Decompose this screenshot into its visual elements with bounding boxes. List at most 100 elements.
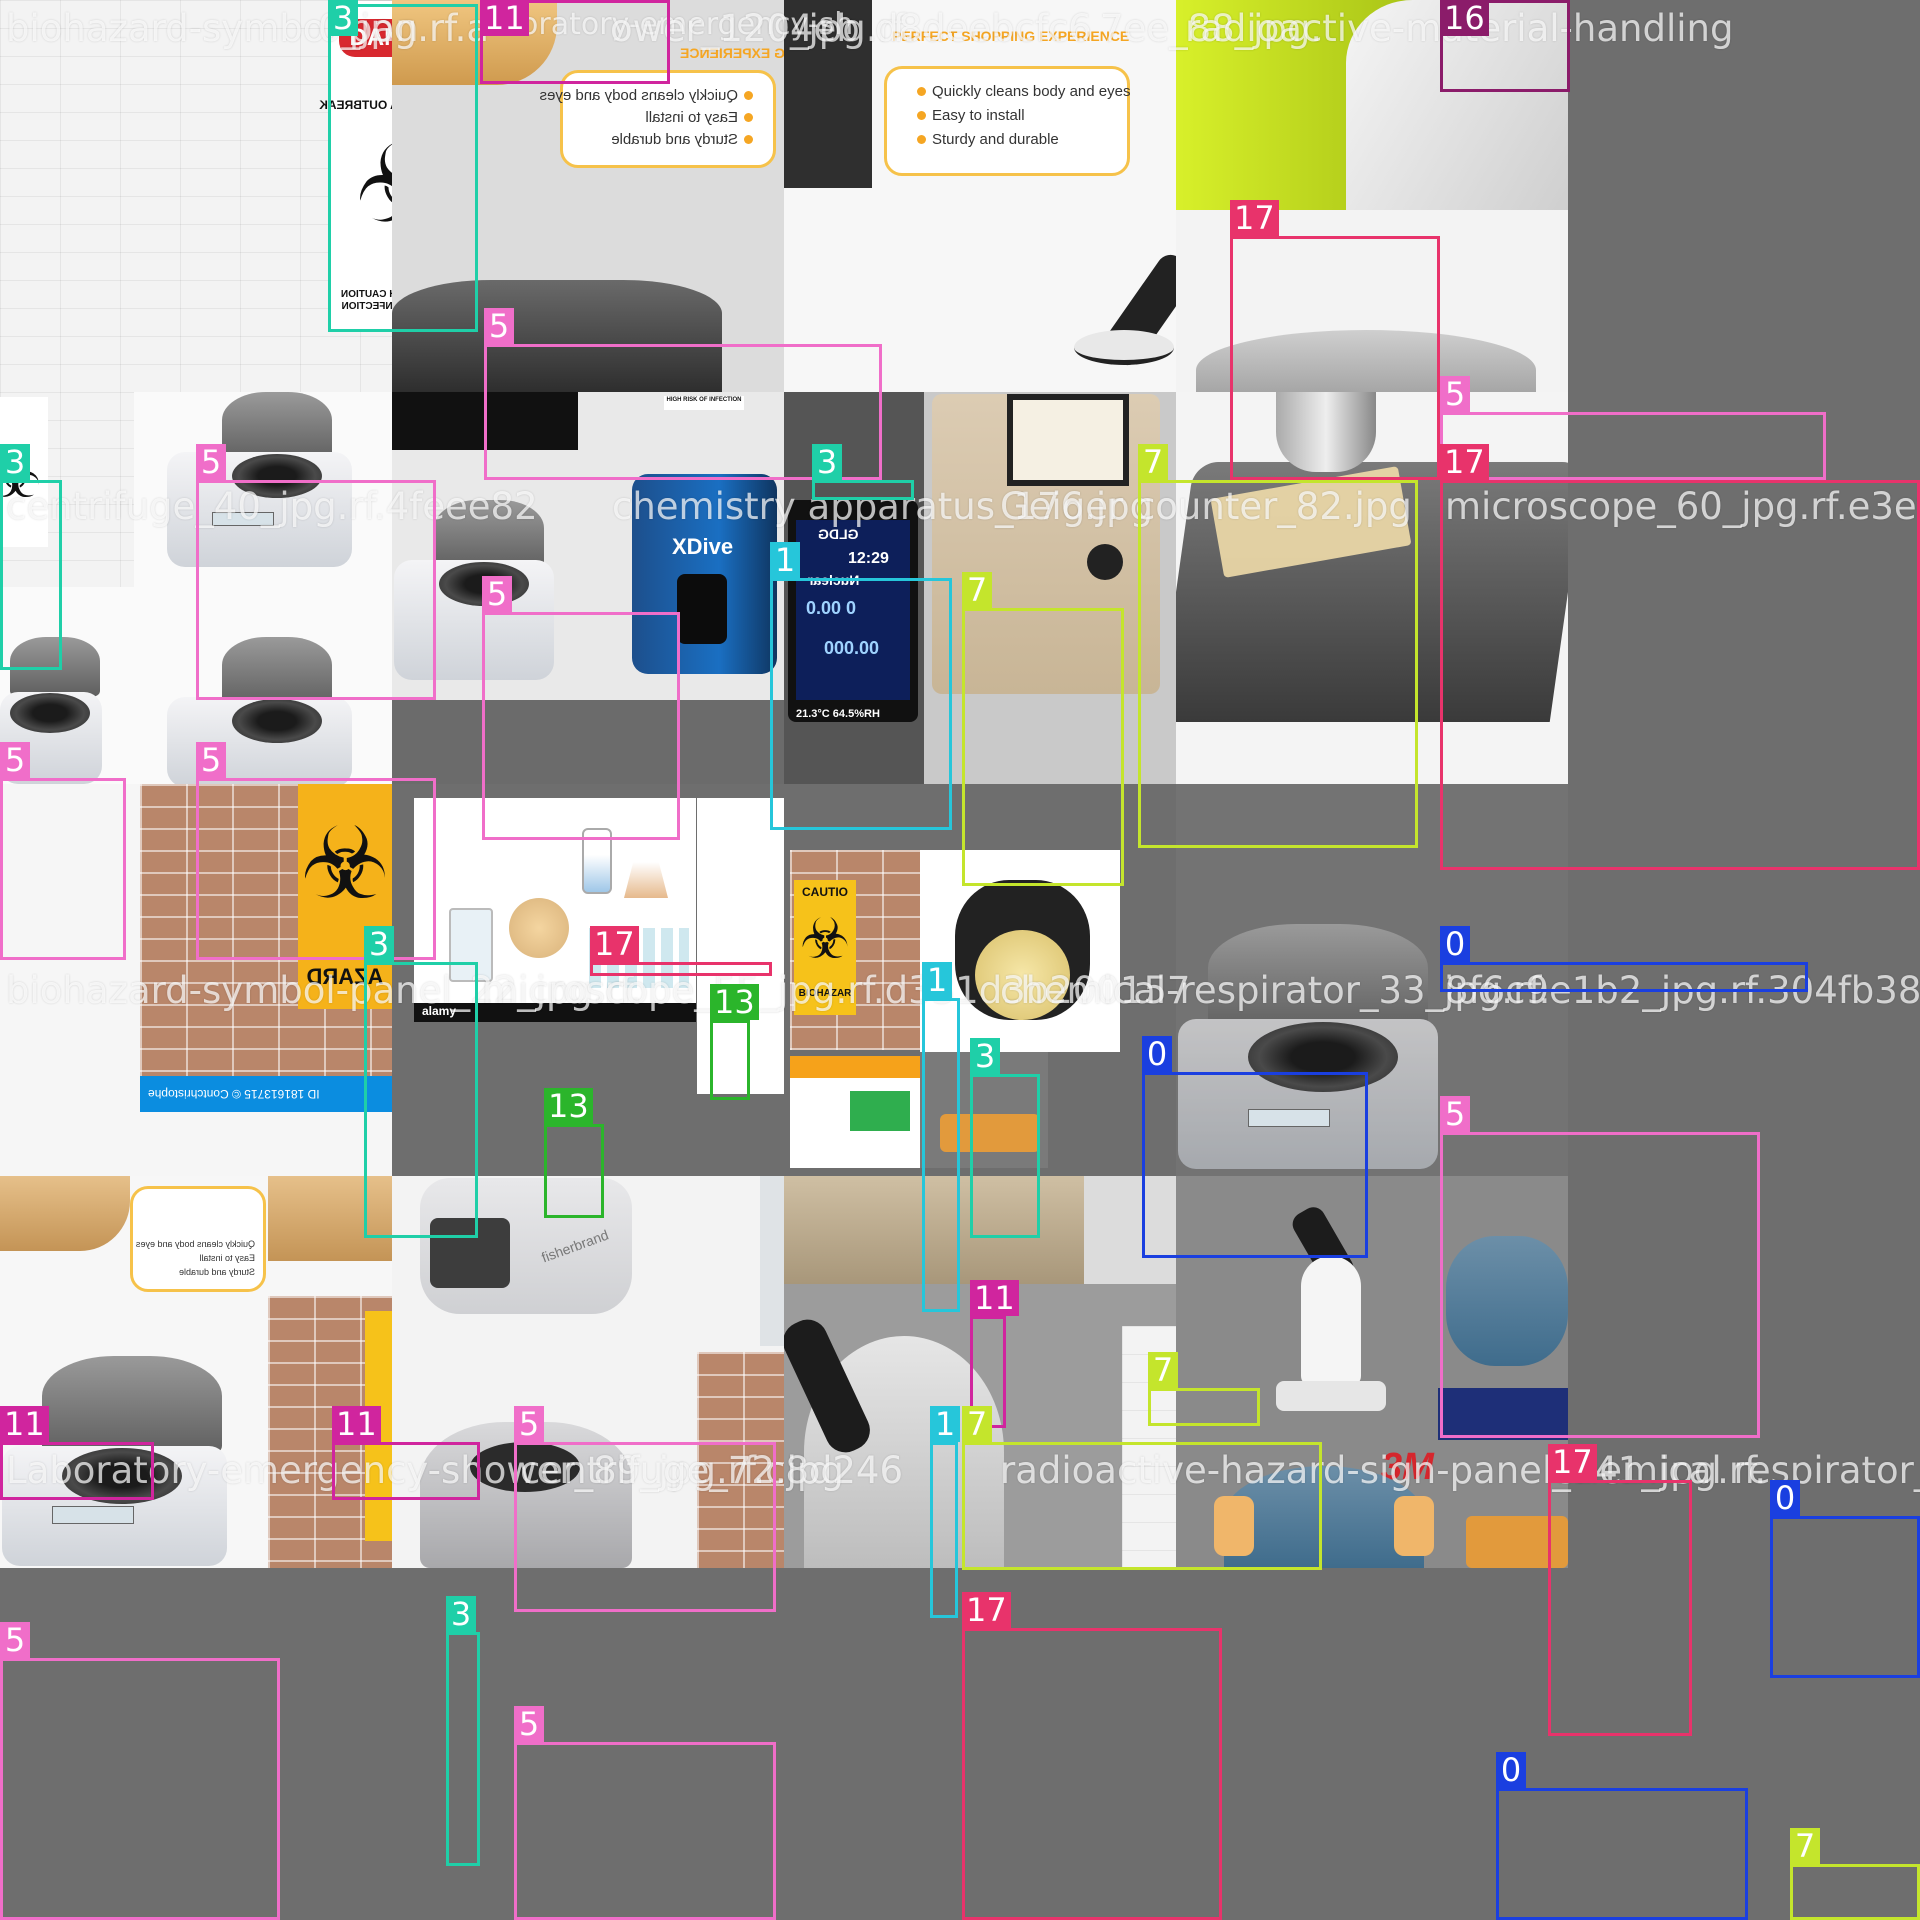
centrifuge-top — [1196, 330, 1536, 392]
bbox — [0, 1658, 280, 1920]
biohazard-icon: ☣ — [300, 805, 390, 922]
geiger-brand: GLDG — [818, 526, 859, 542]
promo-box: Quickly cleans body and eyes Easy to ins… — [130, 1186, 266, 1292]
bbox-class-tag: 7 — [1138, 444, 1168, 480]
tile-title: Geiger counter_82.jpg — [1000, 485, 1412, 528]
tile-radioactive-sign — [784, 1176, 1176, 1568]
bbox — [484, 344, 882, 480]
geiger-time: 12:29 — [848, 550, 889, 567]
tile-chemical-respirator: CAUTIO ☣ BIOHAZAR — [784, 784, 1176, 1176]
bbox-class-tag: 5 — [0, 1622, 30, 1658]
bbox-class-tag: 3 — [446, 1596, 476, 1632]
product-card — [790, 1056, 940, 1168]
bbox — [710, 1020, 750, 1100]
id-label: ID 181613715 © Contchristophe — [148, 1086, 320, 1101]
caution-label: CAUTIO — [802, 885, 848, 899]
round-flask — [509, 898, 569, 958]
bbox-class-tag: 5 — [196, 742, 226, 778]
filter-pack — [1438, 1388, 1568, 1440]
bbox-class-tag: 17 — [1440, 444, 1489, 480]
bbox — [1138, 480, 1418, 848]
promo-item: Easy to install — [645, 109, 753, 126]
tile-shower-promo: PERFECT SHOPPING EXPERIENCE Quickly clea… — [392, 0, 784, 392]
promo-item: Easy to install — [199, 1253, 255, 1263]
bbox-class-tag: 11 — [970, 1280, 1019, 1316]
microscope-white — [1266, 1202, 1386, 1416]
xdive-device: XDive — [632, 474, 777, 674]
centrifuge — [394, 500, 554, 686]
bbox — [970, 1074, 1040, 1238]
shower-pipe — [268, 1176, 392, 1261]
bbox — [962, 1628, 1222, 1920]
bbox-class-tag: 3 — [970, 1038, 1000, 1074]
tile-centrifuge-72: fisherbrand — [392, 1176, 784, 1568]
bbox — [1440, 962, 1808, 992]
bbox-class-tag: 1 — [930, 1406, 960, 1442]
bbox-class-tag: 0 — [1142, 1036, 1172, 1072]
bbox — [1548, 1480, 1692, 1736]
objective-lens — [1276, 392, 1376, 472]
bbox-class-tag: 5 — [514, 1706, 544, 1742]
dark-panel — [784, 0, 872, 188]
bbox — [514, 1742, 776, 1920]
microscope-base — [1074, 330, 1174, 365]
biohazard-icon: ☣ — [799, 907, 851, 972]
bbox — [332, 1442, 480, 1500]
alamy-label: alamy — [422, 1004, 457, 1018]
tile-title: biohazard-symbol-panel_22_jpg.rf. — [6, 969, 643, 1012]
bbox — [1770, 1516, 1920, 1678]
tile-geiger-counter: GLDG 12:29 Nuclear 0.00 0 000.00 21.3°C … — [784, 392, 1176, 784]
xdive-label: XDive — [672, 534, 734, 559]
bbox — [482, 612, 680, 840]
bbox-class-tag: 17 — [1548, 1444, 1597, 1480]
caution-sign: CAUTIO ☣ BIOHAZAR — [794, 880, 856, 1015]
high-risk-strip: HIGH RISK OF INFECTION — [664, 396, 744, 410]
centrifuge — [0, 637, 102, 784]
bbox-class-tag: 0 — [1440, 926, 1470, 962]
promo-item: Easy to install — [917, 107, 1025, 124]
bbox-class-tag: 11 — [332, 1406, 381, 1442]
fisher-centrifuge: fisherbrand — [420, 1178, 632, 1314]
bbox — [770, 578, 952, 830]
geiger-mini — [1466, 1516, 1568, 1568]
conical-flask — [624, 838, 668, 898]
bbox-class-tag: 17 — [962, 1592, 1011, 1628]
shower-head — [392, 0, 557, 85]
bbox-class-tag: 17 — [590, 926, 639, 962]
bbox-class-tag: 3 — [812, 444, 842, 480]
biohazard-icon: ☣ — [344, 129, 392, 239]
alamy-bar: alamy — [414, 1003, 696, 1022]
promo-heading: PERFECT SHOPPING EXPERIENCE — [892, 28, 1130, 44]
bbox-class-tag: 0 — [1770, 1480, 1800, 1516]
bbox — [1230, 236, 1440, 480]
bbox-class-tag: 11 — [0, 1406, 49, 1442]
microscope-arm — [1301, 1256, 1361, 1386]
microscope-foot — [1276, 1381, 1386, 1411]
bbox-class-tag: 0 — [1496, 1752, 1526, 1788]
bbox-class-tag: 1 — [922, 962, 952, 998]
respirator-blue — [1446, 1236, 1568, 1366]
bbox — [514, 1442, 776, 1612]
bbox-class-tag: 7 — [962, 572, 992, 608]
brick-wall — [697, 1352, 784, 1568]
bbox — [962, 608, 1124, 886]
bbox-class-tag: 13 — [710, 984, 759, 1020]
tile-title: d8deebcfc6 — [875, 7, 1092, 50]
bbox — [962, 1442, 1322, 1570]
bbox-class-tag: 5 — [482, 576, 512, 612]
tile-title: microscope_60_jpg.rf.e3ef6 — [1445, 485, 1920, 528]
bbox — [1142, 1072, 1368, 1258]
respirator-filter — [975, 930, 1070, 1020]
tile-shower-microscope: PERFECT SHOPPING EXPERIENCE Quickly clea… — [784, 0, 1176, 392]
tile-title: centrifuge_40_jpg.rf.4feee82 — [6, 485, 538, 528]
product-card-header — [790, 1056, 940, 1078]
bbox — [328, 4, 478, 332]
centrifuge — [1178, 924, 1438, 1176]
promo-item: Quickly cleans body and eyes — [540, 87, 753, 104]
bbox — [1440, 480, 1920, 870]
biohazard-panel: ☣ AZARD — [298, 784, 392, 1009]
bbox-class-tag: 3 — [0, 444, 30, 480]
bbox — [812, 480, 914, 500]
fisher-centrifuge-lower — [420, 1422, 632, 1568]
